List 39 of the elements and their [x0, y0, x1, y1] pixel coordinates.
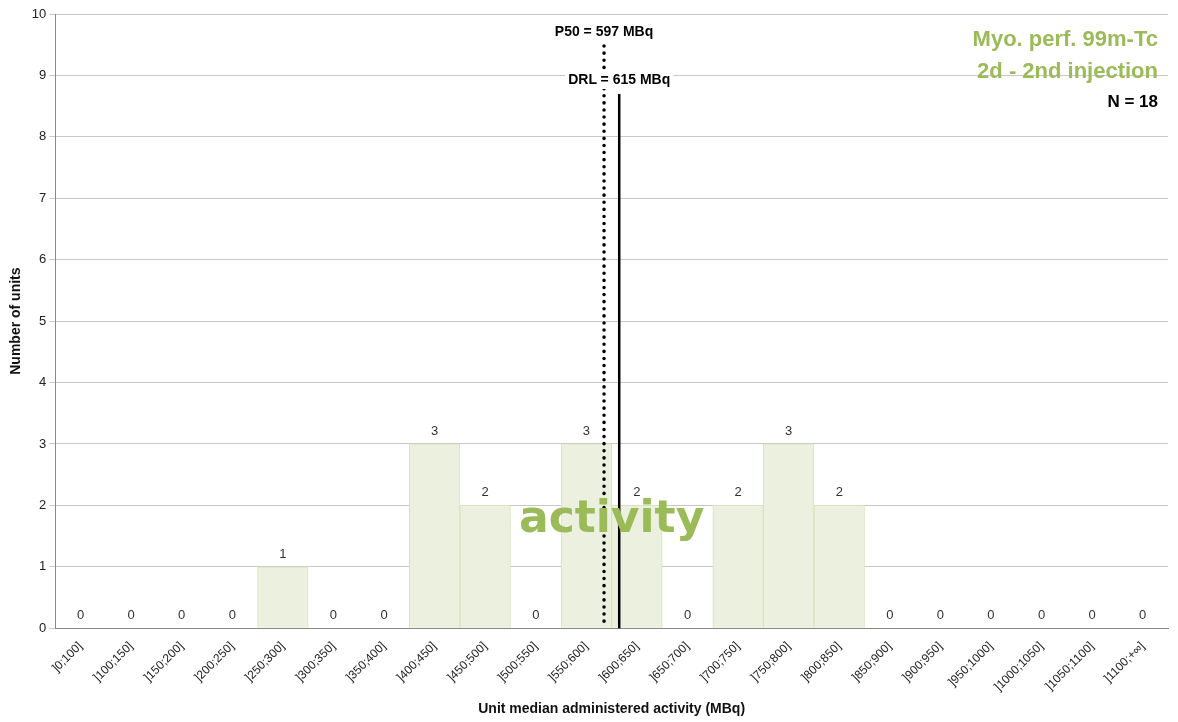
data-label: 0: [1139, 607, 1147, 623]
data-label: 2: [481, 484, 489, 500]
data-label: 0: [683, 607, 692, 623]
data-label: 0: [329, 607, 338, 623]
data-label: 0: [1037, 607, 1046, 623]
y-axis-title: Number of units: [7, 267, 24, 375]
x-axis-title: Unit median administered activity (MBq): [478, 700, 746, 717]
data-label: 0: [987, 607, 995, 623]
data-label: 0: [178, 607, 186, 623]
data-label: 1: [279, 545, 287, 561]
y-tick-label: 5: [39, 312, 47, 328]
y-tick-label: 2: [39, 496, 47, 512]
data-label: 0: [936, 607, 945, 623]
y-tick-label: 7: [39, 189, 47, 205]
y-tick-label: 4: [39, 374, 47, 390]
y-tick-label: 8: [39, 128, 47, 144]
y-tick-label: 6: [39, 251, 47, 267]
text: 2d - 2nd injection: [977, 58, 1158, 84]
data-label: 0: [1088, 607, 1096, 623]
y-tick-label: 1: [39, 558, 47, 574]
data-label: 0: [228, 607, 236, 623]
data-label: 3: [430, 423, 439, 439]
ref-line-label: DRL = 615 MBq: [568, 70, 671, 87]
data-label: 0: [886, 607, 894, 623]
data-label: 0: [76, 607, 85, 623]
data-label: 3: [785, 423, 793, 439]
data-label: 2: [835, 484, 843, 500]
data-label: 0: [127, 607, 135, 623]
y-tick-label: 0: [39, 619, 47, 635]
data-label: 0: [380, 607, 388, 623]
annotation: N = 18: [1107, 91, 1158, 111]
data-label: 3: [582, 423, 590, 439]
y-tick-label: 9: [39, 67, 47, 82]
text: Myo. perf. 99m-Tc: [972, 26, 1158, 52]
data-label: 0: [532, 607, 540, 623]
y-tick-label: 10: [31, 5, 47, 21]
data-label: 2: [734, 484, 742, 500]
ref-line-label: P50 = 597 MBq: [554, 22, 654, 39]
y-tick-label: 3: [39, 435, 47, 451]
